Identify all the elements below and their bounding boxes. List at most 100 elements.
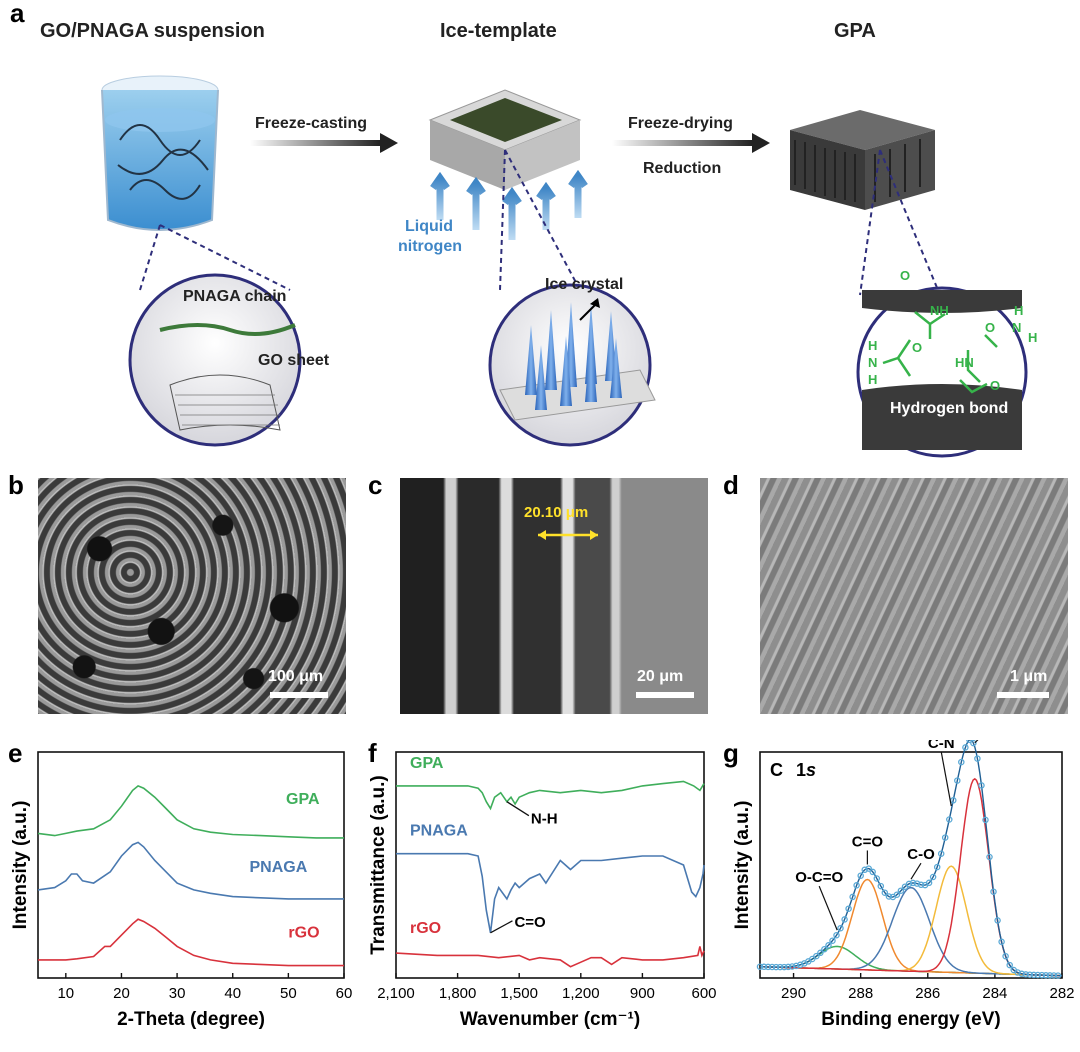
- data-point: [1042, 972, 1050, 979]
- panel-g-letter: g: [723, 738, 739, 768]
- data-point: [776, 963, 784, 971]
- chem-o-label-4: O: [990, 378, 1001, 393]
- chem-n-label-1: N: [868, 355, 878, 370]
- data-point: [788, 963, 796, 970]
- data-point: [913, 880, 921, 887]
- series-line-gpa: [37, 784, 344, 839]
- y-axis-label: Intensity (a.u.): [732, 801, 753, 930]
- data-point: [857, 872, 864, 879]
- chem-h-label-3: H: [1014, 303, 1024, 318]
- x-tick-label: 290: [781, 985, 806, 1002]
- data-point: [865, 865, 872, 872]
- chem-o-label-2: O: [912, 340, 923, 355]
- data-point: [929, 873, 937, 881]
- data-point: [1026, 971, 1034, 978]
- data-point: [937, 850, 945, 857]
- c-measure-label: 20.10 μm: [524, 504, 589, 521]
- series-line-rgo: [38, 918, 344, 967]
- x-tick-label: 50: [280, 985, 297, 1002]
- chart-title: C: [770, 760, 783, 780]
- data-point: [821, 945, 828, 953]
- data-point: [1002, 952, 1009, 960]
- chem-h-label-1: H: [868, 338, 878, 353]
- data-point: [837, 924, 844, 932]
- panel-a-letter: a: [10, 0, 25, 28]
- data-point: [933, 863, 941, 871]
- data-point: [849, 893, 856, 901]
- sem-image-b: 100 μm: [38, 478, 346, 714]
- series-label-rgo: rGO: [410, 920, 441, 937]
- data-point: [845, 905, 852, 912]
- panel-d-letter: d: [723, 470, 739, 500]
- data-point: [825, 942, 832, 949]
- ftir-chart: 2,100 1,800 1,500 1,200 900 600 Wavenumber (cm…: [368, 751, 717, 1030]
- xps-chart: 290 288 286 284 282 Binding energy (eV) Intens…: [732, 740, 1075, 1030]
- x-axis-label: Binding energy (eV): [821, 1009, 1000, 1030]
- freeze-casting-label: Freeze-casting: [255, 115, 368, 132]
- series-label-gpa: GPA: [410, 755, 444, 772]
- panel-b-letter: b: [8, 470, 24, 500]
- annotation-co: C=O: [514, 914, 546, 931]
- chart-title-orbital-s: s: [806, 760, 816, 780]
- data-point: [877, 882, 885, 890]
- x-tick-label: 40: [224, 985, 241, 1002]
- data-point: [841, 916, 848, 923]
- annotation-arrow-nh: [506, 801, 530, 817]
- data-point: [954, 777, 961, 784]
- stage3-title: GPA: [834, 20, 876, 42]
- y-axis-label: Transmittance (a.u.): [368, 775, 389, 955]
- data-point: [764, 963, 772, 971]
- chem-h-label-2: H: [868, 372, 878, 387]
- data-point: [962, 744, 969, 751]
- x-tick-label: 1,800: [439, 985, 477, 1002]
- data-point: [797, 961, 804, 969]
- data-point: [1018, 970, 1025, 978]
- data-point: [772, 963, 780, 971]
- b-scale-bar: [270, 692, 328, 698]
- x-tick-label: 1,500: [500, 985, 538, 1002]
- chart-title-orbital: 1: [796, 760, 806, 780]
- data-point: [780, 963, 788, 971]
- data-point: [986, 853, 993, 861]
- x-tick-label: 284: [982, 985, 1007, 1002]
- data-point: [946, 816, 953, 823]
- plot-frame: [759, 751, 1063, 979]
- series-line-pnaga: [37, 841, 344, 900]
- chem-hn-label: HN: [955, 355, 974, 370]
- schematic-graphics: [101, 75, 1028, 458]
- x-tick-label: 282: [1049, 985, 1074, 1002]
- x-tick-label: 60: [336, 985, 353, 1002]
- x-tick-label: 30: [169, 985, 186, 1002]
- sem-image-c: 20.10 μm 20 μm: [400, 478, 708, 714]
- data-point: [885, 893, 893, 900]
- xrd-chart: 10 20 30 40 50 60 2-Theta (degree) Intensity (a…: [10, 751, 353, 1030]
- chem-o-label-3: O: [985, 320, 996, 335]
- data-point: [1038, 971, 1046, 979]
- d-scale-label: 1 μm: [1010, 668, 1048, 685]
- x-tick-label: 286: [915, 985, 940, 1002]
- x-tick-label: 900: [630, 985, 655, 1002]
- plot-frame: [37, 751, 345, 979]
- panel-e-letter: e: [8, 738, 23, 768]
- data-point: [893, 891, 901, 898]
- go-pnaga-zoom-circle: [128, 273, 302, 447]
- data-point: [809, 955, 816, 963]
- b-scale-label: 100 μm: [268, 668, 324, 685]
- data-point: [1030, 971, 1038, 979]
- series-label-gpa: GPA: [286, 791, 320, 808]
- data-point: [905, 880, 913, 888]
- data-point: [966, 740, 973, 744]
- data-point: [881, 889, 889, 896]
- data-point: [853, 882, 860, 889]
- data-point: [917, 881, 925, 889]
- data-point: [925, 879, 933, 887]
- data-point: [941, 834, 949, 841]
- data-point: [760, 963, 768, 971]
- data-point: [897, 887, 905, 894]
- x-tick-label: 1,200: [562, 985, 600, 1002]
- data-point: [970, 740, 977, 747]
- x-axis-label: Wavenumber (cm⁻¹): [460, 1009, 640, 1030]
- data-point: [813, 952, 820, 960]
- hydrogen-bond-zoom-circle: [856, 286, 1028, 458]
- peak-label-leader: [974, 740, 979, 744]
